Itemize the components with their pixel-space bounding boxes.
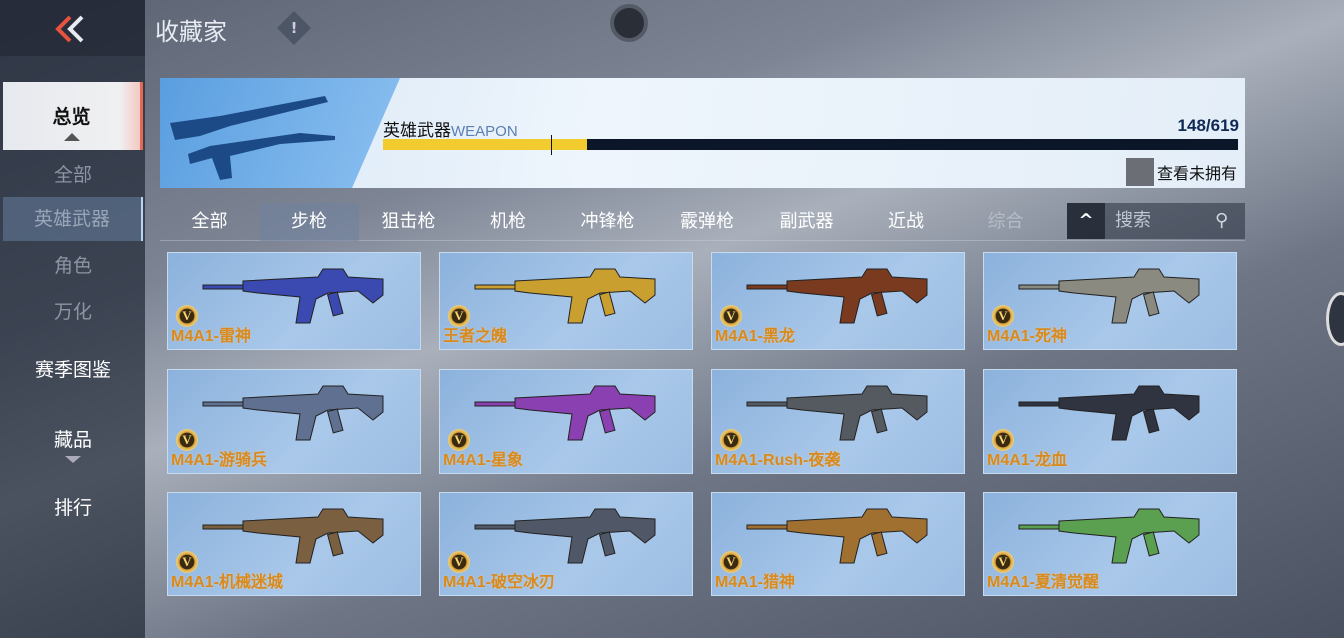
- weapon-card[interactable]: V M4A1-游骑兵: [167, 369, 421, 474]
- rifle-silhouette-image: [160, 78, 400, 188]
- weapon-name: M4A1-游骑兵: [171, 452, 268, 469]
- sidebar-item-wanhua[interactable]: 万化: [53, 301, 92, 323]
- tab-5[interactable]: 霰弹枪: [680, 211, 734, 232]
- weapon-image: [1018, 508, 1200, 564]
- search-input[interactable]: 搜索: [1115, 210, 1151, 231]
- sidebar-item-season-atlas[interactable]: 赛季图鉴: [34, 359, 111, 381]
- collection-count: 148/619: [1177, 116, 1239, 135]
- hero-weapon-banner: 英雄武器WEAPON 148/619 查看未拥有: [160, 78, 1245, 188]
- weapon-image: [746, 508, 928, 564]
- caret-up-icon: [63, 133, 80, 141]
- v-rank-badge-icon: V: [992, 305, 1014, 327]
- camera-cutout: [610, 4, 648, 42]
- weapon-image: [474, 268, 656, 324]
- weapon-card[interactable]: V M4A1-黑龙: [711, 252, 965, 350]
- magnifier-icon[interactable]: ⚲: [1215, 210, 1229, 231]
- weapon-image: [474, 508, 656, 564]
- sidebar: 总览 全部 英雄武器 角色 万化 赛季图鉴 藏品 排行: [0, 56, 145, 638]
- sidebar-item-overview[interactable]: 总览: [3, 82, 143, 150]
- weapon-image: [746, 385, 928, 441]
- weapon-name: 王者之魄: [443, 328, 508, 345]
- sidebar-item-collectibles[interactable]: 藏品: [3, 425, 143, 463]
- caret-down-icon: [65, 456, 81, 463]
- view-unowned-toggle[interactable]: 查看未拥有: [1125, 158, 1237, 186]
- view-unowned-label: 查看未拥有: [1156, 164, 1237, 183]
- weapon-card[interactable]: V M4A1-夏清觉醒: [983, 492, 1237, 596]
- weapon-card[interactable]: V M4A1-死神: [983, 252, 1237, 350]
- v-rank-badge-icon: V: [992, 429, 1014, 451]
- v-rank-badge-icon: V: [720, 551, 742, 573]
- v-rank-badge-icon: V: [720, 429, 742, 451]
- weapon-name: M4A1-猎神: [715, 574, 796, 591]
- collection-progress-bar: [383, 139, 1238, 150]
- weapon-card[interactable]: V 王者之魄: [439, 252, 693, 350]
- weapon-name: M4A1-Rush-夜袭: [715, 452, 841, 469]
- weapon-card[interactable]: V M4A1-破空冰刃: [439, 492, 693, 596]
- tab-4[interactable]: 冲锋枪: [580, 211, 635, 232]
- weapon-card[interactable]: V M4A1-Rush-夜袭: [711, 369, 965, 474]
- v-rank-badge-icon: V: [176, 305, 198, 327]
- weapon-name: M4A1-龙血: [987, 452, 1068, 469]
- weapon-category-tabs: ^ 搜索 ⚲ 全部 步枪 狙击枪 机枪 冲锋枪 霰弹枪 副武器 近战 综合: [160, 203, 1245, 241]
- progress-fill: [383, 139, 588, 150]
- sidebar-item-hero-weapons[interactable]: 英雄武器: [3, 197, 143, 241]
- search-box[interactable]: ^ 搜索 ⚲: [1067, 203, 1245, 239]
- weapon-image: [746, 268, 928, 324]
- weapon-card[interactable]: V M4A1-龙血: [983, 369, 1237, 474]
- weapon-image: [1018, 268, 1200, 324]
- weapon-image: [202, 268, 384, 324]
- banner-label-en: WEAPON: [451, 123, 518, 140]
- v-rank-badge-icon: V: [992, 551, 1014, 573]
- side-drawer-handle[interactable]: [1326, 292, 1344, 346]
- v-rank-badge-icon: V: [448, 305, 470, 327]
- weapon-name: M4A1-雷神: [171, 328, 252, 345]
- checkbox[interactable]: [1125, 158, 1154, 186]
- weapon-card[interactable]: V M4A1-星象: [439, 369, 693, 474]
- sidebar-item-all[interactable]: 全部: [53, 164, 92, 186]
- v-rank-badge-icon: V: [176, 429, 198, 451]
- weapon-image: [474, 385, 656, 441]
- weapon-card[interactable]: V M4A1-雷神: [167, 252, 421, 350]
- weapon-card[interactable]: V M4A1-机械迷城: [167, 492, 421, 596]
- v-rank-badge-icon: V: [448, 551, 470, 573]
- page-title: 收藏家: [155, 18, 227, 46]
- tab-1[interactable]: 步枪: [259, 203, 359, 241]
- weapon-image: [202, 385, 384, 441]
- weapon-card[interactable]: V M4A1-猎神: [711, 492, 965, 596]
- tab-6[interactable]: 副武器: [779, 211, 834, 232]
- sidebar-item-ranking[interactable]: 排行: [53, 497, 92, 519]
- weapon-name: M4A1-死神: [987, 328, 1068, 345]
- tab-2[interactable]: 狙击枪: [381, 211, 436, 232]
- sidebar-item-label: 藏品: [53, 429, 92, 451]
- weapon-image: [1018, 385, 1200, 441]
- tab-3[interactable]: 机枪: [490, 211, 526, 232]
- v-rank-badge-icon: V: [176, 551, 198, 573]
- v-rank-badge-icon: V: [448, 429, 470, 451]
- sidebar-item-characters[interactable]: 角色: [53, 255, 92, 277]
- weapon-name: M4A1-机械迷城: [171, 574, 284, 591]
- weapon-image: [202, 508, 384, 564]
- weapon-name: M4A1-星象: [443, 452, 524, 469]
- weapon-name: M4A1-黑龙: [715, 328, 796, 345]
- progress-marker: [551, 135, 552, 155]
- exclamation-icon[interactable]: !: [277, 11, 311, 45]
- banner-label: 英雄武器WEAPON: [383, 121, 518, 141]
- v-rank-badge-icon: V: [720, 305, 742, 327]
- caret-up-icon[interactable]: ^: [1067, 203, 1105, 239]
- double-chevron-left-icon[interactable]: [52, 14, 92, 44]
- weapon-name: M4A1-夏清觉醒: [987, 574, 1100, 591]
- tab-0[interactable]: 全部: [191, 211, 228, 232]
- tab-8[interactable]: 综合: [987, 211, 1024, 232]
- weapon-name: M4A1-破空冰刃: [443, 574, 556, 591]
- tab-7[interactable]: 近战: [888, 211, 924, 232]
- sidebar-item-label: 总览: [52, 106, 91, 128]
